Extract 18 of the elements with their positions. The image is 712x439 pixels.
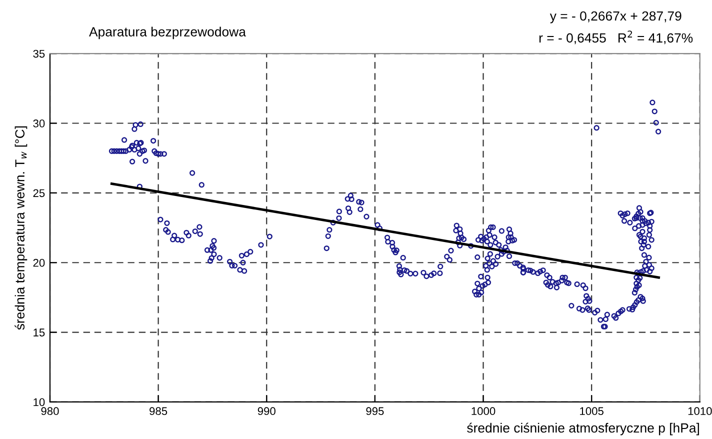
text: r = - 0,6455 R$^{2}$ = 41,67% <box>539 30 693 44</box>
x-axis-title: średnie ciśnienie atmosferyczne p [hPa] <box>467 422 699 436</box>
chart-title: Aparatura bezprzewodowa <box>89 26 246 40</box>
x-tick-label: 980 <box>41 407 59 416</box>
x-tick-label: 1010 <box>688 407 712 416</box>
x-tick-label: 995 <box>366 407 384 416</box>
y-tick-label: 10 <box>34 398 45 406</box>
y-tick-label: 15 <box>34 328 45 336</box>
y-tick-label: 20 <box>33 258 45 267</box>
x-tick-label: 1000 <box>472 407 496 416</box>
y-axis-title: średnia temperatura wewn. T$_{w}$ [°C] <box>14 126 28 330</box>
x-tick-label: 990 <box>258 407 276 416</box>
x-tick-label: 985 <box>150 407 168 416</box>
y-tick-label: 35 <box>33 50 45 58</box>
y-tick-label: 25 <box>33 189 45 198</box>
x-tick-label: 1005 <box>580 407 604 416</box>
text: y = - 0,2667x + 287,79 <box>550 11 682 24</box>
y-tick-label: 30 <box>33 120 45 128</box>
